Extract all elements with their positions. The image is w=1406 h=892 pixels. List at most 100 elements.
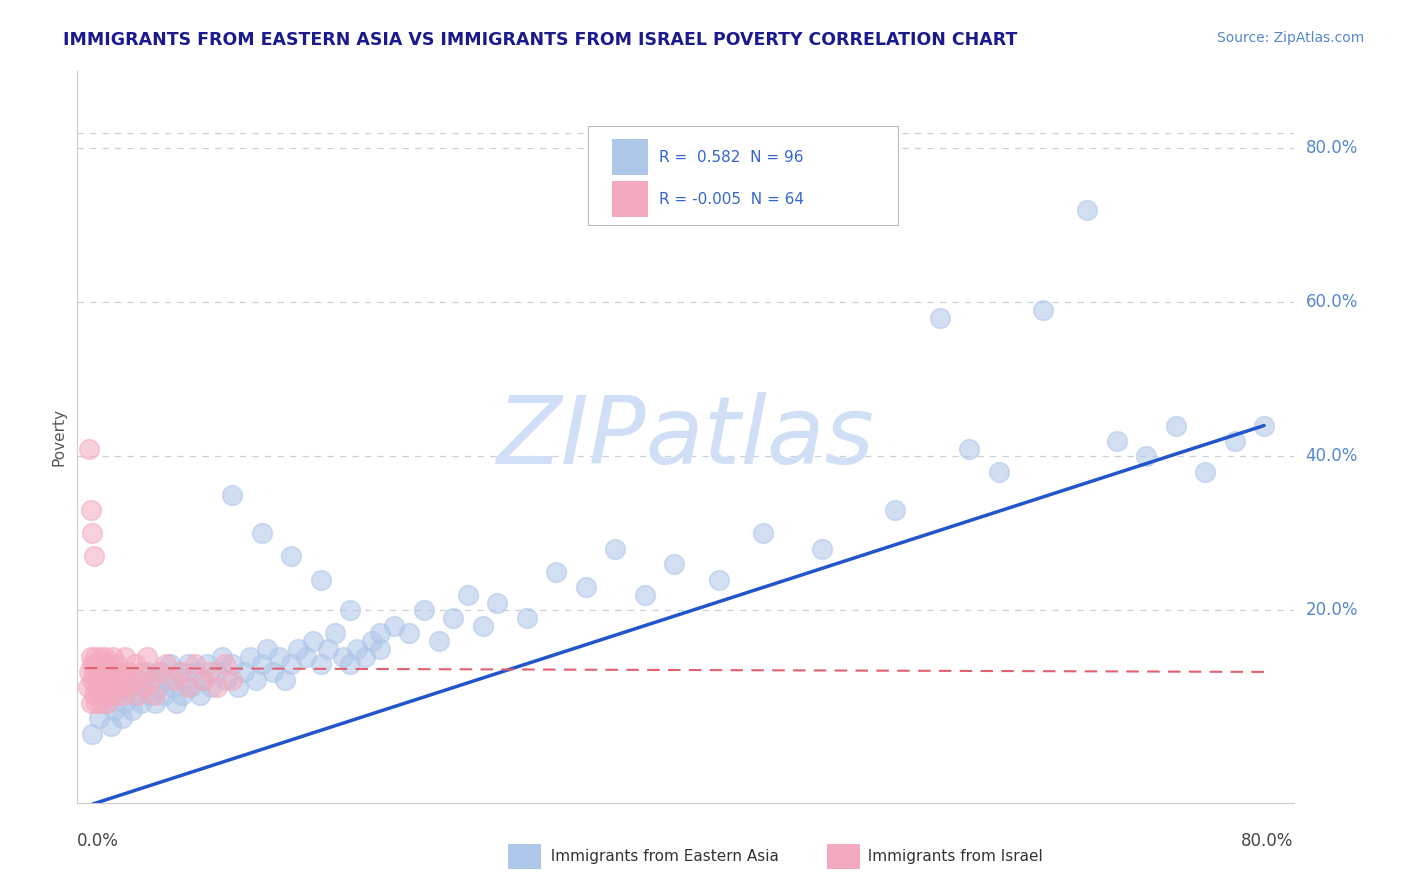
- Text: Immigrants from Israel: Immigrants from Israel: [858, 849, 1042, 863]
- Point: [339, 603, 361, 617]
- Point: [575, 580, 598, 594]
- Point: [605, 541, 627, 556]
- Point: [198, 665, 221, 679]
- Point: [221, 488, 243, 502]
- Point: [323, 626, 346, 640]
- Point: [382, 618, 405, 632]
- Point: [211, 649, 233, 664]
- Point: [80, 726, 103, 740]
- Point: [274, 673, 297, 687]
- Point: [115, 681, 138, 695]
- Point: [471, 618, 494, 632]
- Point: [707, 573, 730, 587]
- Point: [100, 719, 122, 733]
- Point: [145, 696, 167, 710]
- Point: [177, 657, 200, 672]
- Point: [1105, 434, 1128, 448]
- Point: [215, 673, 238, 687]
- Point: [118, 681, 141, 695]
- Point: [89, 665, 111, 679]
- Point: [91, 657, 114, 672]
- Point: [256, 641, 278, 656]
- Point: [221, 673, 243, 687]
- Point: [221, 657, 243, 672]
- Point: [957, 442, 980, 456]
- Text: IMMIGRANTS FROM EASTERN ASIA VS IMMIGRANTS FROM ISRAEL POVERTY CORRELATION CHART: IMMIGRANTS FROM EASTERN ASIA VS IMMIGRAN…: [63, 31, 1018, 49]
- Text: R =  0.582  N = 96: R = 0.582 N = 96: [658, 150, 803, 165]
- Point: [457, 588, 479, 602]
- Point: [316, 641, 339, 656]
- Point: [1194, 465, 1216, 479]
- Point: [80, 526, 103, 541]
- Point: [110, 711, 132, 725]
- Point: [135, 665, 157, 679]
- Point: [486, 596, 509, 610]
- Point: [180, 681, 202, 695]
- Point: [91, 673, 114, 687]
- Point: [87, 688, 110, 702]
- Point: [169, 665, 191, 679]
- Point: [884, 503, 907, 517]
- FancyBboxPatch shape: [613, 181, 648, 217]
- FancyBboxPatch shape: [613, 139, 648, 175]
- Point: [83, 549, 105, 564]
- Point: [94, 681, 117, 695]
- Point: [148, 665, 170, 679]
- Point: [1223, 434, 1246, 448]
- Point: [353, 649, 375, 664]
- Point: [810, 541, 832, 556]
- Point: [127, 673, 149, 687]
- Point: [302, 634, 325, 648]
- Text: 80.0%: 80.0%: [1306, 139, 1358, 157]
- Point: [77, 665, 100, 679]
- Point: [177, 681, 200, 695]
- Point: [191, 673, 214, 687]
- Point: [155, 657, 177, 672]
- Point: [184, 657, 207, 672]
- Text: 40.0%: 40.0%: [1306, 447, 1358, 466]
- Point: [93, 688, 115, 702]
- Text: 20.0%: 20.0%: [1306, 601, 1358, 619]
- Point: [80, 673, 103, 687]
- Point: [121, 673, 143, 687]
- Point: [124, 657, 146, 672]
- Point: [280, 657, 302, 672]
- Point: [207, 681, 229, 695]
- Point: [114, 649, 136, 664]
- Point: [83, 665, 105, 679]
- Point: [664, 557, 686, 571]
- Point: [79, 503, 101, 517]
- Point: [129, 665, 152, 679]
- Point: [368, 626, 391, 640]
- Point: [239, 649, 262, 664]
- Point: [207, 665, 229, 679]
- Point: [127, 688, 149, 702]
- Point: [1032, 303, 1054, 318]
- Point: [332, 649, 354, 664]
- Point: [104, 688, 127, 702]
- Point: [361, 634, 384, 648]
- Point: [89, 711, 111, 725]
- Point: [87, 673, 110, 687]
- Point: [634, 588, 657, 602]
- Point: [100, 681, 122, 695]
- Point: [191, 673, 214, 687]
- Point: [97, 657, 120, 672]
- Point: [86, 657, 108, 672]
- Point: [96, 696, 118, 710]
- Point: [162, 673, 184, 687]
- Point: [232, 665, 254, 679]
- Point: [214, 657, 236, 672]
- Point: [139, 673, 162, 687]
- Y-axis label: Poverty: Poverty: [51, 408, 66, 467]
- Point: [79, 649, 101, 664]
- Point: [250, 657, 273, 672]
- Point: [339, 657, 361, 672]
- Point: [84, 649, 107, 664]
- Point: [441, 611, 464, 625]
- Point: [132, 681, 155, 695]
- Point: [90, 696, 112, 710]
- Text: 60.0%: 60.0%: [1306, 293, 1358, 311]
- Point: [80, 657, 103, 672]
- Point: [156, 673, 179, 687]
